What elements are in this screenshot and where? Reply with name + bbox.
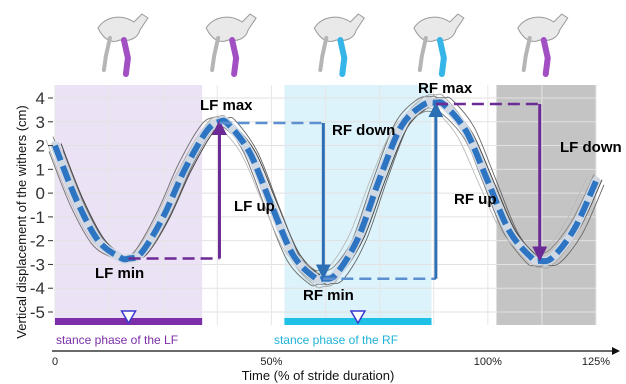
label-rf-down: RF down [332,122,395,139]
annotation-arrows [128,102,548,280]
label-rf-min: RF min [303,287,354,304]
phase-label-lf: stance phase of the LF [56,333,178,347]
horse-leg [318,36,329,72]
phase-band-2 [496,85,596,325]
label-lf-up: LF up [234,198,275,215]
y-ticks: 4 3 2 1 0 -1 -2 -3 -4 -5 [30,89,53,322]
x-axis-label: Time (% of stride duration) [242,368,395,383]
y-tick-label-9: -5 [30,303,45,322]
y-tick-label-5: -1 [30,208,45,227]
horse-leg [210,36,221,72]
x-ticks: 0 50% 100% 125% [52,356,610,368]
horse-illustration-1 [205,13,257,77]
x-tick-label-1: 50% [260,356,282,368]
x-tick-label-0: 0 [52,356,58,368]
phase-bars [55,310,432,325]
horse-illustrations [97,13,569,77]
horse-highlighted-leg [540,37,551,77]
horse-highlighted-leg [229,37,240,77]
label-lf-max: LF max [200,97,253,114]
phase-marker-triangle-1 [349,310,367,325]
horse-highlighted-leg [120,37,131,77]
y-tick-label-6: -2 [30,232,45,251]
y-tick-label-0: 4 [36,89,45,108]
horse-illustration-2 [313,13,366,77]
y-tick-label-8: -4 [30,279,45,298]
y-tick-label-2: 2 [36,137,45,156]
horse-leg [417,36,428,72]
y-axis-label: Vertical displacement of the withers (cm… [14,105,29,338]
horse-illustration-0 [97,13,149,77]
x-tick-label-3: 125% [582,356,610,368]
label-rf-max: RF max [418,80,473,97]
phase-label-rf: stance phase of the RF [274,333,398,347]
label-lf-min: LF min [95,265,144,282]
horse-leg [101,36,112,72]
horse-illustration-4 [517,13,569,77]
trace-line-6 [62,96,605,286]
y-tick-label-7: -3 [30,255,45,274]
x-axis-arrowhead [612,347,620,355]
horse-leg [521,36,532,72]
label-lf-down: LF down [560,139,622,156]
horse-highlighted-leg [436,37,447,77]
phase-marker-triangle-0 [120,310,137,325]
grid [54,85,597,325]
label-rf-up: RF up [454,191,497,208]
trace-line-2 [48,95,591,287]
x-tick-label-2: 100% [474,356,502,368]
y-tick-label-4: 0 [36,184,45,203]
y-tick-label-3: 1 [36,160,45,179]
horse-highlighted-leg [337,37,348,77]
horse-illustration-3 [413,13,465,77]
y-tick-label-1: 3 [36,113,45,132]
